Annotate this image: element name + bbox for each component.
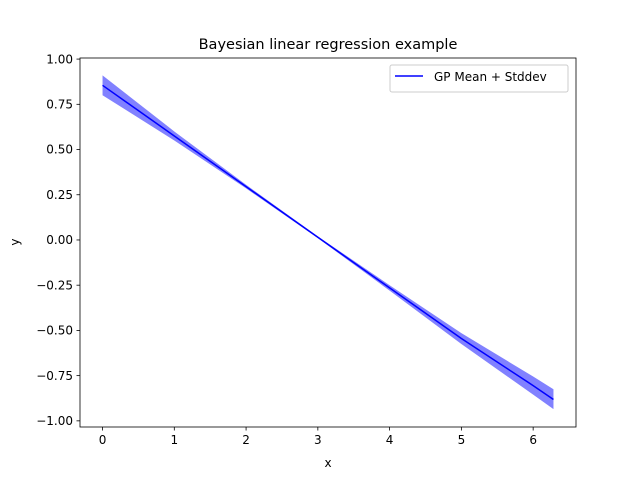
- stddev-band-0: [102, 75, 554, 410]
- y-tick-label: −0.75: [36, 369, 73, 383]
- x-tick-label: 3: [314, 433, 322, 447]
- x-tick-label: 0: [99, 433, 107, 447]
- axes: 0 1 2 3 4 5 6 1.00 0.75 0.50 0.25 0.00 −0.25 −0.50 −0.…: [36, 52, 577, 447]
- x-tick-label: 2: [242, 433, 250, 447]
- mean-line-0: [102, 84, 554, 401]
- y-tick-label: 0.25: [46, 188, 73, 202]
- x-tick-label: 5: [458, 433, 466, 447]
- y-axis-label: y: [8, 238, 22, 245]
- axes-frame: [79, 57, 577, 428]
- x-tick-label: 4: [386, 433, 394, 447]
- y-tick-label: −1.00: [36, 414, 73, 428]
- y-tick-label: 0.00: [46, 233, 73, 247]
- legend-label: GP Mean + Stddev: [434, 70, 547, 84]
- legend-frame: [389, 64, 569, 93]
- x-tick-label: 1: [170, 433, 178, 447]
- legend: GP Mean + Stddev: [389, 64, 569, 93]
- y-tick-label: 0.75: [46, 98, 73, 112]
- y-tick-label: 0.50: [46, 143, 73, 157]
- chart-title: Bayesian linear regression example: [199, 37, 458, 53]
- x-tick-label: 6: [529, 433, 537, 447]
- y-tick-label: −0.25: [36, 278, 73, 292]
- x-axis-label: x: [324, 456, 331, 470]
- plot-area: [102, 75, 554, 410]
- y-tick-label: −0.50: [36, 324, 73, 338]
- y-tick-label: 1.00: [46, 52, 73, 66]
